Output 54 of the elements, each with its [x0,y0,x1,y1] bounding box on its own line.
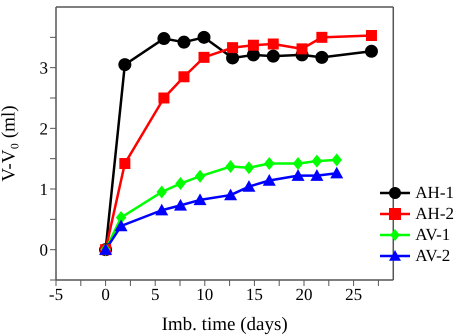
point [155,204,168,216]
point [194,193,207,206]
point [174,198,187,211]
x-axis-title: Imb. time (days) [162,314,288,335]
point [226,51,240,64]
x-tick-label: 20 [296,285,312,304]
point [178,71,190,82]
point [310,169,324,181]
point [118,58,132,72]
point [175,177,186,190]
point [296,43,308,54]
x-tick-label: 10 [196,285,214,304]
point [177,36,190,49]
point [244,161,254,174]
point [262,174,276,186]
point [225,160,236,174]
point [119,158,130,170]
point [242,180,256,192]
point [316,32,328,43]
point [315,50,328,64]
x-tick-label: -5 [48,285,64,304]
point [330,166,344,178]
point [194,170,206,183]
legend-label: AH-2 [415,204,454,224]
point [292,169,305,181]
point [364,44,378,58]
point [224,188,238,200]
x-tick-label: 25 [345,285,362,304]
x-tick-label: 5 [150,285,160,304]
point [264,157,274,170]
x-tick-label: 15 [246,285,263,304]
y-tick-label: 2 [40,119,48,138]
y-tick-label: 3 [40,58,48,78]
y-tick-label: 0 [40,240,48,260]
y-tick-label: 1 [40,180,48,200]
legend-label: AV-2 [415,246,450,266]
point [366,30,377,42]
point [157,32,170,46]
point [198,30,211,44]
legend-label: AH-1 [415,182,454,202]
point [266,50,280,63]
y-axis-title: V-V₀ (ml) [0,105,20,182]
point [292,157,304,170]
point [198,52,210,63]
point [158,92,170,104]
point [268,38,279,50]
point [156,186,167,199]
point [248,40,259,51]
point [332,153,342,166]
point [312,154,322,168]
x-tick-label: 0 [101,285,110,304]
point [227,42,238,54]
point [114,220,128,232]
legend-label: AV-1 [415,224,450,244]
